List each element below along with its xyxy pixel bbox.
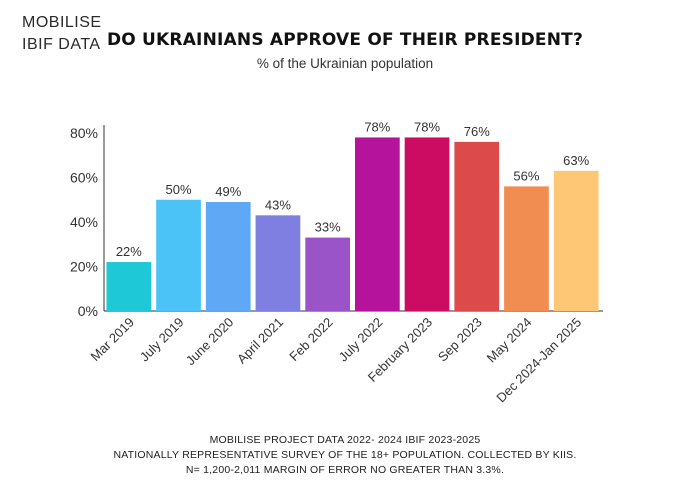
y-tick-label: 80% <box>70 125 98 141</box>
x-tick-label: May 2024 <box>484 315 535 366</box>
data-label: 76% <box>464 124 490 139</box>
brand-line-1: MOBILISE <box>22 14 102 31</box>
y-tick-label: 0% <box>78 303 98 319</box>
footer-line-2: NATIONALLY REPRESENTATIVE SURVEY OF THE … <box>113 449 577 461</box>
footer-line-3: N= 1,200-2,011 MARGIN OF ERROR NO GREATE… <box>185 464 505 476</box>
x-tick-label: Feb 2022 <box>286 315 335 364</box>
y-tick-label: 40% <box>70 214 98 230</box>
data-label: 56% <box>513 168 539 183</box>
bar <box>106 262 152 311</box>
data-label: 49% <box>215 184 241 199</box>
x-tick-label: Sep 2023 <box>435 315 485 365</box>
footer-notes: MOBILISE PROJECT DATA 2022- 2024 IBIF 20… <box>0 433 690 478</box>
brand-line-2: IBIF DATA <box>22 36 101 53</box>
bar <box>255 215 301 311</box>
bar <box>156 199 201 311</box>
x-tick-label: July 2022 <box>336 315 386 365</box>
x-tick-label: Dec 2024-Jan 2025 <box>493 315 584 406</box>
data-label: 33% <box>315 220 341 235</box>
bar <box>305 237 351 311</box>
bar <box>354 137 400 311</box>
x-tick-label: Mar 2019 <box>88 315 137 364</box>
bar <box>205 201 251 311</box>
bar <box>504 186 549 311</box>
data-label: 63% <box>563 153 589 168</box>
y-tick-label: 60% <box>70 170 98 186</box>
data-label: 43% <box>265 197 291 212</box>
data-label: 22% <box>116 244 142 259</box>
bar <box>553 170 599 311</box>
data-label: 78% <box>414 119 440 134</box>
footer-line-1: MOBILISE PROJECT DATA 2022- 2024 IBIF 20… <box>209 434 481 446</box>
chart-title: DO UKRAINIANS APPROVE OF THEIR PRESIDENT… <box>106 30 584 50</box>
data-label: 78% <box>364 119 390 134</box>
brand-logo-text: MOBILISE IBIF DATA <box>22 12 102 56</box>
bar <box>404 137 450 311</box>
chart-subtitle: % of the Ukrainian population <box>256 56 434 71</box>
bar <box>454 141 500 311</box>
x-tick-label: July 2019 <box>137 315 187 365</box>
x-tick-label: April 2021 <box>234 315 286 367</box>
bar-chart: 0% 20% 40% 60% 80% 22% Mar 2019 50% July 2019 49%… <box>70 119 603 406</box>
y-tick-label: 20% <box>70 259 98 275</box>
x-tick-label: June 2020 <box>183 315 237 369</box>
data-label: 50% <box>166 182 192 197</box>
